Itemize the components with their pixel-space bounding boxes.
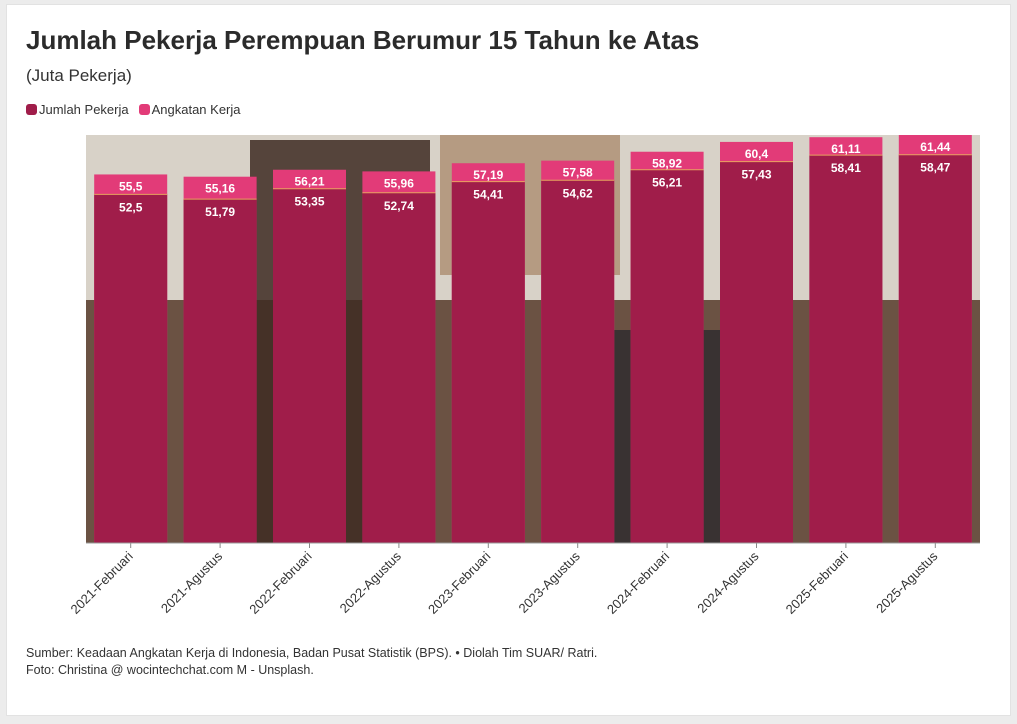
x-tick-label-2025-februari: 2025-Februari <box>783 548 851 616</box>
chart-legend: Jumlah Pekerja Angkatan Kerja <box>26 102 251 117</box>
data-label-angkatan-kerja-2023-agustus: 57,58 <box>563 166 593 180</box>
x-tick-label-2022-agustus: 2022-Agustus <box>337 548 405 616</box>
data-label-jumlah-pekerja-2023-februari: 54,41 <box>473 188 503 202</box>
bar-jumlah-pekerja-2021-februari[interactable] <box>94 194 168 543</box>
data-label-angkatan-kerja-2022-februari: 56,21 <box>294 175 324 189</box>
data-label-angkatan-kerja-2024-agustus: 60,4 <box>745 147 769 161</box>
data-label-jumlah-pekerja-2021-februari: 52,5 <box>119 200 143 214</box>
chart-subtitle: (Juta Pekerja) <box>26 66 132 85</box>
x-tick-label-2021-februari: 2021-Februari <box>67 548 135 616</box>
data-label-angkatan-kerja-2021-agustus: 55,16 <box>205 182 235 196</box>
data-label-jumlah-pekerja-2024-februari: 56,21 <box>652 176 682 190</box>
chart-footer: Sumber: Keadaan Angkatan Kerja di Indone… <box>26 645 597 679</box>
bar-jumlah-pekerja-2022-februari[interactable] <box>273 188 346 543</box>
bar-jumlah-pekerja-2021-agustus[interactable] <box>183 199 257 543</box>
data-label-angkatan-kerja-2024-februari: 58,92 <box>652 157 682 171</box>
bar-jumlah-pekerja-2024-agustus[interactable] <box>720 161 793 543</box>
chart-title: Jumlah Pekerja Perempuan Berumur 15 Tahu… <box>26 25 700 55</box>
legend-item-jumlah-pekerja[interactable]: Jumlah Pekerja <box>26 102 129 117</box>
bar-jumlah-pekerja-2023-agustus[interactable] <box>541 180 615 543</box>
x-tick-label-2024-februari: 2024-Februari <box>604 548 672 616</box>
data-label-jumlah-pekerja-2025-agustus: 58,47 <box>920 161 950 175</box>
legend-label-jumlah-pekerja: Jumlah Pekerja <box>39 102 129 117</box>
x-tick-label-2023-februari: 2023-Februari <box>425 548 493 616</box>
data-label-jumlah-pekerja-2023-agustus: 54,62 <box>563 186 593 200</box>
x-tick-label-2025-agustus: 2025-Agustus <box>873 548 941 616</box>
data-label-angkatan-kerja-2025-februari: 61,11 <box>831 142 861 156</box>
bar-jumlah-pekerja-2025-februari[interactable] <box>809 155 883 543</box>
bar-jumlah-pekerja-2024-februari[interactable] <box>630 169 704 543</box>
data-label-jumlah-pekerja-2024-agustus: 57,43 <box>741 168 771 182</box>
bar-jumlah-pekerja-2022-agustus[interactable] <box>362 192 436 543</box>
x-tick-label-2023-agustus: 2023-Agustus <box>515 548 583 616</box>
legend-swatch-angkatan-kerja <box>138 104 150 115</box>
x-tick-label-2022-februari: 2022-Februari <box>246 548 314 616</box>
data-label-angkatan-kerja-2025-agustus: 61,44 <box>920 140 950 154</box>
data-label-angkatan-kerja-2022-agustus: 55,96 <box>384 176 414 190</box>
bar-jumlah-pekerja-2025-agustus[interactable] <box>898 154 972 543</box>
bar-jumlah-pekerja-2023-februari[interactable] <box>451 181 525 543</box>
data-label-angkatan-kerja-2021-februari: 55,5 <box>119 179 143 193</box>
legend-swatch-jumlah-pekerja <box>26 104 37 115</box>
data-label-jumlah-pekerja-2022-februari: 53,35 <box>294 195 324 209</box>
source-note: Sumber: Keadaan Angkatan Kerja di Indone… <box>26 646 598 660</box>
photo-credit: Foto: Christina @ wocintechchat.com M - … <box>26 663 314 677</box>
x-tick-label-2024-agustus: 2024-Agustus <box>694 548 762 616</box>
legend-item-angkatan-kerja[interactable]: Angkatan Kerja <box>138 102 241 117</box>
data-label-jumlah-pekerja-2021-agustus: 51,79 <box>205 205 235 219</box>
data-label-jumlah-pekerja-2022-agustus: 52,74 <box>384 199 414 213</box>
data-label-angkatan-kerja-2023-februari: 57,19 <box>473 168 503 182</box>
data-label-jumlah-pekerja-2025-februari: 58,41 <box>831 161 861 175</box>
legend-label-angkatan-kerja: Angkatan Kerja <box>151 102 241 117</box>
x-tick-label-2021-agustus: 2021-Agustus <box>158 548 226 616</box>
